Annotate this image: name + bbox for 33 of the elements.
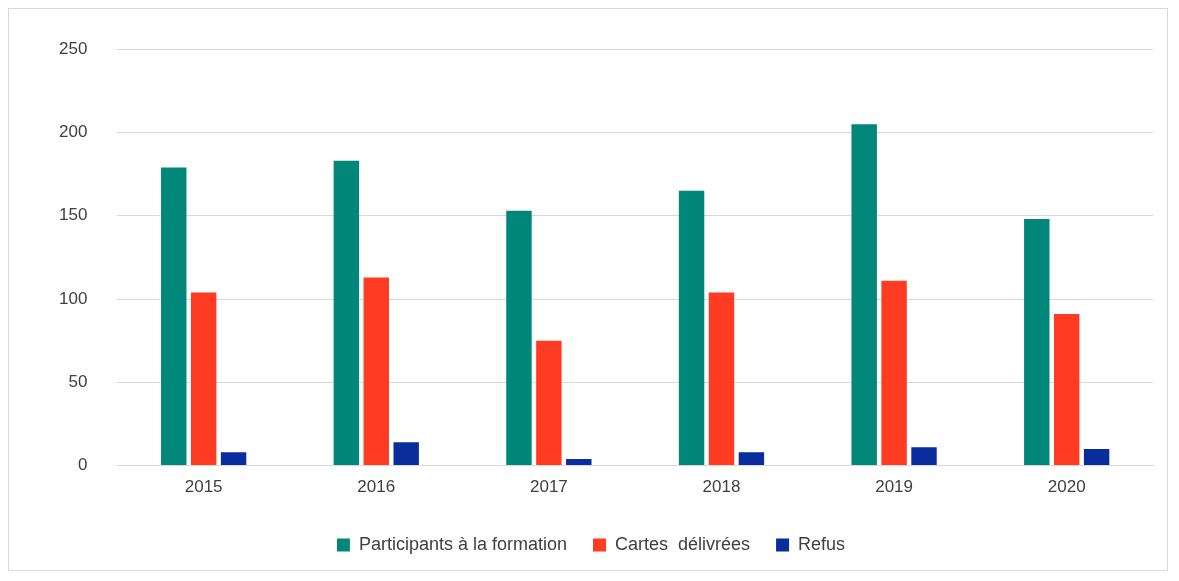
y-tick-label: 0	[77, 455, 88, 475]
bar	[708, 292, 735, 466]
bar	[333, 160, 360, 466]
legend-label: Cartes délivrées	[615, 533, 751, 554]
bar	[393, 442, 419, 466]
x-tick-label: 2020	[1047, 477, 1086, 497]
x-tick-label: 2015	[184, 477, 223, 497]
y-tick-label: 200	[58, 122, 88, 142]
x-tick-label: 2018	[702, 477, 741, 497]
bar	[363, 277, 389, 466]
y-tick-label: 150	[58, 205, 88, 225]
bar	[190, 292, 217, 466]
legend-label: Refus	[798, 533, 846, 554]
x-tick-label: 2017	[529, 477, 568, 497]
bar	[738, 452, 765, 466]
bar	[566, 458, 592, 466]
bar	[506, 210, 532, 466]
bar	[911, 447, 937, 466]
bar	[161, 167, 187, 466]
bar	[1024, 219, 1050, 466]
x-tick-label: 2016	[357, 477, 396, 497]
y-tick-label: 50	[68, 372, 88, 392]
bar	[678, 190, 705, 466]
y-tick-label: 250	[58, 38, 88, 58]
legend-label: Participants à la formation	[358, 533, 568, 554]
bar	[1083, 448, 1110, 466]
y-tick-label: 100	[58, 288, 88, 308]
bar	[881, 280, 907, 466]
bar	[536, 340, 562, 466]
bar	[851, 124, 877, 466]
bar	[220, 452, 247, 466]
x-tick-label: 2019	[875, 477, 914, 497]
bar	[1053, 314, 1080, 466]
